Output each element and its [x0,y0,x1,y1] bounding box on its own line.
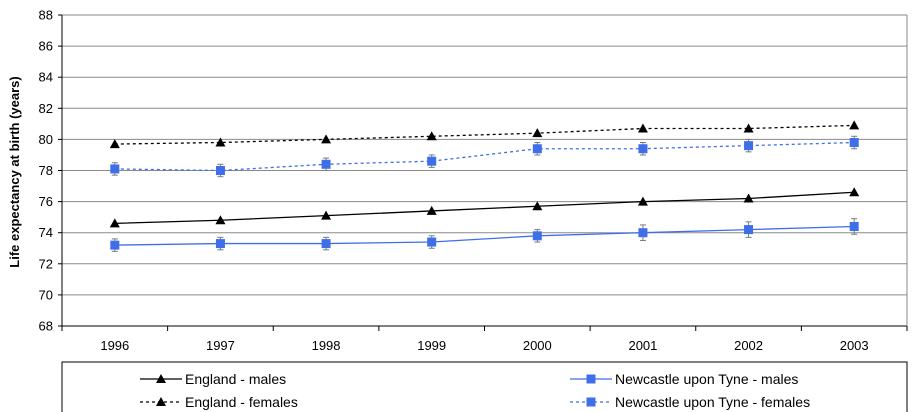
y-tick-label-76: 76 [39,194,53,209]
point-0-1 [215,215,226,225]
legend-marker-0 [156,374,166,383]
point-3-5 [638,144,648,154]
point-1-2 [321,239,331,249]
point-0-3 [426,205,437,215]
point-1-0 [110,240,120,250]
x-tick-label-2000: 2000 [523,338,552,353]
series-line-3 [114,141,855,172]
point-1-1 [215,239,225,249]
legend-item-1: Newcastle upon Tyne - males [570,371,798,387]
x-tick-label-1999: 1999 [417,338,446,353]
point-0-4 [532,201,543,211]
point-0-7 [849,187,860,197]
series-2 [109,120,860,149]
x-tick-label-2002: 2002 [734,338,763,353]
legend-box [61,361,908,412]
y-tick-labels: 68 70 72 74 76 78 80 82 84 86 88 [39,8,53,334]
legend-label-3: Newcastle upon Tyne - females [615,394,810,410]
point-3-0 [110,164,120,174]
point-2-2 [321,134,332,144]
legend-item-0: England - males [140,371,286,387]
point-2-4 [532,128,543,138]
point-2-5 [637,123,648,133]
point-2-6 [743,123,754,133]
y-tick-label-88: 88 [39,8,53,23]
point-2-7 [849,120,860,130]
x-tick-label-1997: 1997 [206,338,235,353]
legend-label-1: Newcastle upon Tyne - males [615,371,798,387]
legend-item-2: England - females [140,394,298,410]
point-0-2 [321,210,332,220]
point-2-1 [215,137,226,147]
y-tick-label-70: 70 [39,287,53,302]
series-1 [110,218,859,252]
legend-label-2: England - females [185,394,298,410]
point-0-5 [637,196,648,206]
y-axis-label: Life expectancy at birth (years) [7,76,22,267]
point-3-4 [532,144,542,154]
x-tick-labels: 1996 1997 1998 1999 2000 2001 2002 2003 [100,338,868,353]
y-tick-label-82: 82 [39,101,53,116]
x-tick-label-2001: 2001 [628,338,657,353]
y-tick-label-86: 86 [39,39,53,54]
legend: England - males Newcastle upon Tyne - mal… [61,361,908,412]
point-3-6 [744,141,754,151]
point-0-0 [109,218,120,228]
point-2-0 [109,139,120,149]
y-tick-label-78: 78 [39,163,53,178]
point-3-1 [215,166,225,175]
legend-marker-1 [586,374,596,384]
y-tick-label-74: 74 [39,225,53,240]
y-tick-label-84: 84 [39,70,53,85]
y-tick-label-68: 68 [39,319,53,334]
gridlines [62,14,907,327]
point-3-7 [849,138,859,148]
legend-label-0: England - males [185,371,286,387]
legend-marker-2 [156,397,166,406]
x-tick-label-2003: 2003 [840,338,869,353]
point-2-3 [426,131,437,141]
legend-marker-3 [586,397,596,407]
point-1-7 [849,221,859,231]
point-1-3 [427,237,437,247]
x-tick-label-1998: 1998 [312,338,341,353]
y-tick-label-80: 80 [39,132,53,147]
series-0 [109,187,860,228]
y-tick-label-72: 72 [39,256,53,271]
point-1-4 [532,231,542,241]
legend-item-3: Newcastle upon Tyne - females [570,394,810,410]
point-3-3 [427,156,437,166]
point-3-2 [321,159,331,169]
point-0-6 [743,193,754,203]
series-line-1 [114,225,855,246]
point-1-5 [638,228,648,238]
series-3 [110,135,859,178]
x-tick-label-1996: 1996 [100,338,129,353]
axes [58,14,908,331]
point-1-6 [744,225,754,235]
series-line-2 [114,124,855,145]
series-line-0 [114,191,855,225]
series-group [109,120,860,252]
